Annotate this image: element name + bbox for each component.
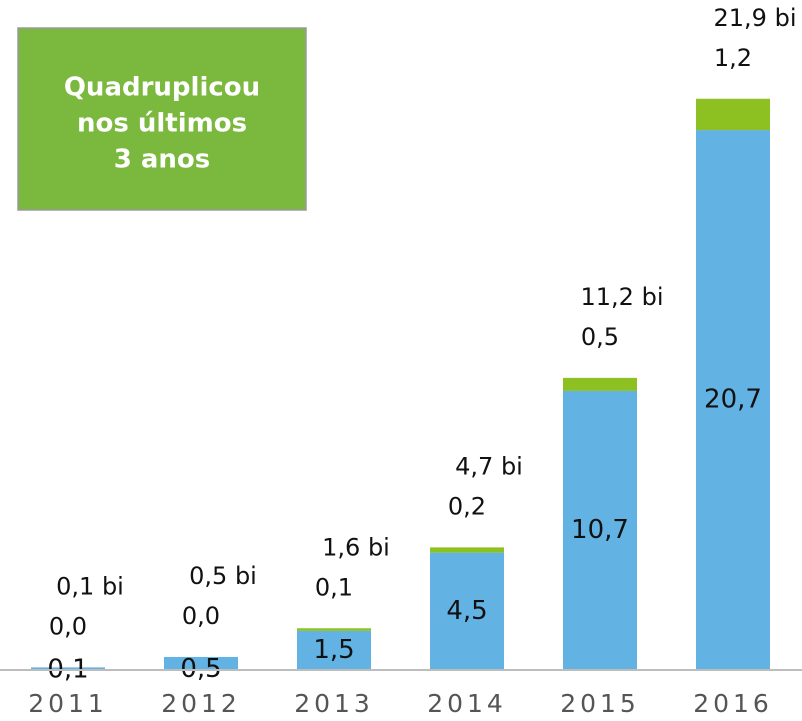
data-label: 0,5 bbox=[581, 323, 619, 351]
data-label: 4,5 bbox=[446, 596, 487, 626]
bar-segment bbox=[297, 628, 371, 631]
bar-segment bbox=[430, 552, 504, 670]
bar-segment bbox=[696, 130, 770, 670]
bar-segment bbox=[31, 667, 105, 670]
data-label: 0,5 bbox=[180, 654, 221, 684]
data-label: 10,7 bbox=[571, 515, 629, 545]
data-label: 1,2 bbox=[714, 44, 752, 72]
x-tick-label: 2014 bbox=[427, 689, 507, 718]
x-tick-label: 2016 bbox=[693, 689, 773, 718]
total-label: 0,1 bi bbox=[56, 572, 124, 600]
data-label: 1,5 bbox=[313, 635, 354, 665]
data-label: 0,0 bbox=[49, 612, 87, 640]
annotation-line: nos últimos bbox=[77, 109, 247, 139]
total-label: 11,2 bi bbox=[581, 283, 664, 311]
bar-segment bbox=[297, 630, 371, 670]
x-tick-label: 2013 bbox=[294, 689, 374, 718]
x-tick-label: 2012 bbox=[161, 689, 241, 718]
data-label: 0,1 bbox=[315, 573, 353, 601]
annotation-line: Quadruplicou bbox=[64, 73, 260, 103]
annotation-box bbox=[17, 27, 307, 211]
data-label: 0,2 bbox=[448, 492, 486, 520]
total-label: 0,5 bi bbox=[189, 562, 257, 590]
data-label: 0,0 bbox=[182, 602, 220, 630]
x-tick-label: 2011 bbox=[28, 689, 108, 718]
total-label: 21,9 bi bbox=[714, 4, 797, 32]
total-label: 1,6 bi bbox=[322, 533, 390, 561]
bar-segment bbox=[430, 547, 504, 553]
bar-segment bbox=[563, 377, 637, 391]
bar-segment bbox=[696, 98, 770, 131]
bar-segment bbox=[164, 656, 238, 670]
total-label: 4,7 bi bbox=[455, 452, 523, 480]
bar-segment bbox=[563, 390, 637, 670]
data-label: 20,7 bbox=[704, 385, 762, 415]
x-tick-label: 2015 bbox=[560, 689, 640, 718]
annotation-line: 3 anos bbox=[114, 145, 211, 175]
